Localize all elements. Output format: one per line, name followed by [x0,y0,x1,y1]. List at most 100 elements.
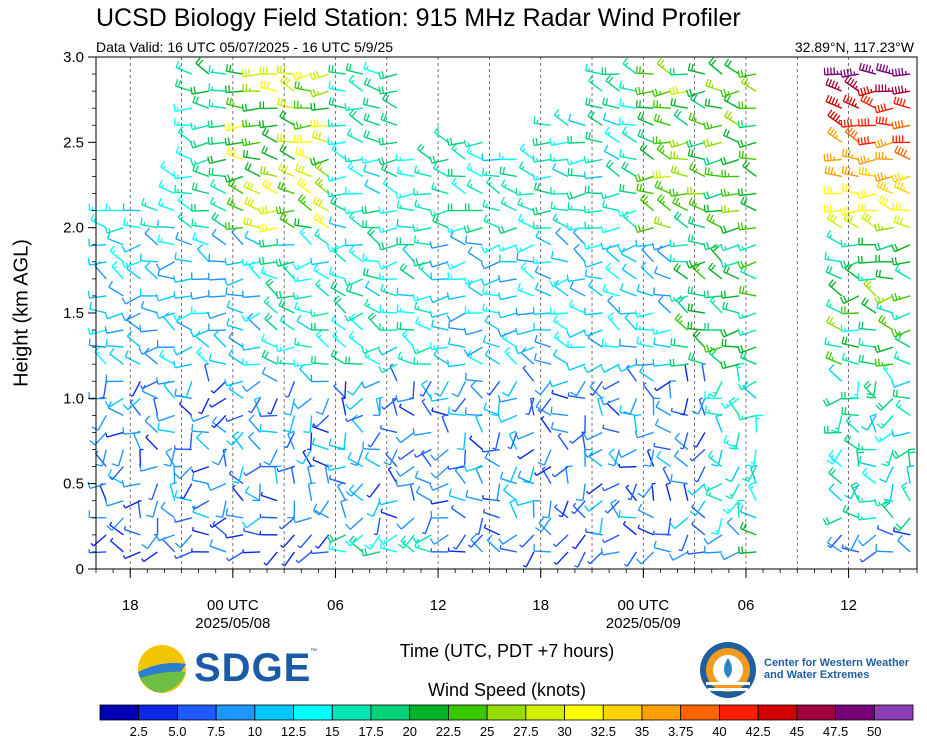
wind-barb [378,137,398,146]
wind-barb [396,517,415,530]
wind-barb [328,97,346,109]
colorbar-box [564,704,604,721]
wind-barb [284,381,296,398]
wind-barb [362,441,380,451]
wind-barb [348,108,364,126]
wind-barb [207,483,227,492]
wind-barb [310,549,329,555]
wind-barb [465,235,483,246]
wind-barb [481,448,500,453]
wind-barb [276,238,295,247]
wind-barb [414,470,432,485]
wind-barb [345,414,364,423]
wind-barb [247,431,261,451]
wind-barb [191,473,210,485]
wind-barb [413,187,432,196]
wind-barb [328,216,346,229]
wind-barb [225,414,244,423]
wind-barb [293,397,312,410]
wind-barb [349,313,364,331]
wind-barb [379,323,398,331]
wind-barb [429,295,449,304]
wind-barb [241,103,261,112]
wind-barb [140,380,158,390]
wind-barb [534,380,552,396]
wind-barb [344,206,363,215]
wind-barb [196,346,210,365]
wind-barb [173,275,192,283]
wind-barb [243,216,261,229]
wind-barb [208,99,227,109]
wind-barb [275,258,295,267]
wind-barb [416,143,432,160]
wind-barb [89,301,107,314]
wind-barb [430,466,449,479]
wind-barb [367,312,381,331]
wind-barb [549,138,569,147]
wind-barb [122,203,141,212]
wind-barb [144,415,159,433]
wind-barb [361,205,381,215]
colorbar-label: 50 [867,724,881,739]
wind-barb [294,218,312,229]
wind-barb [155,311,175,319]
wind-barb [552,213,569,229]
wind-barb [430,548,449,553]
wind-barb [532,155,552,163]
wind-barb [157,422,175,434]
wind-barb [480,278,500,287]
wind-barb [241,119,261,128]
wind-barb [174,185,192,195]
wind-barb [431,319,449,331]
wind-barb [328,541,346,553]
wind-barb [395,153,415,162]
colorbar-label: 17.5 [358,724,383,739]
wind-barb [333,295,347,314]
wind-barb [361,156,381,164]
wind-barb [446,292,466,300]
colorbar-box [138,704,178,721]
wind-barb [124,350,141,365]
wind-barb [87,291,107,299]
wind-barb [492,432,501,450]
wind-barb [447,320,466,331]
wind-barb [396,287,415,297]
wind-barb [347,451,364,468]
wind-barb [191,203,209,212]
wind-barb [190,292,210,300]
wind-barb [572,534,586,550]
wind-barb [297,534,313,549]
wind-barb [190,306,209,315]
wind-barb [553,314,569,331]
wind-barb [363,129,381,143]
wind-barb [210,380,227,394]
wind-barb [295,146,312,161]
wind-barb [532,173,552,181]
wind-barb [224,137,244,146]
wind-barb [241,343,261,351]
wind-barb [228,331,244,348]
wind-barb [381,93,398,109]
wind-barb [241,68,261,78]
wind-barb [293,359,312,367]
wind-barb [263,296,278,314]
wind-barb [173,517,192,523]
wind-barb [87,327,107,336]
wind-barbs-layer [87,57,916,568]
wind-barb [208,64,227,75]
wind-barb [264,312,278,331]
wind-barb [345,483,364,497]
wind-barb [243,466,261,477]
wind-barb [276,355,295,365]
wind-barb [549,307,569,315]
wind-barb [433,380,449,397]
wind-barb [177,125,193,143]
wind-barb [191,423,209,434]
colorbar-box [486,704,527,721]
wind-barb [172,312,193,322]
wind-barb [378,225,398,234]
wind-barb [263,449,278,466]
wind-barb [550,406,569,417]
wind-barb [252,483,261,502]
wind-barb [414,165,432,178]
